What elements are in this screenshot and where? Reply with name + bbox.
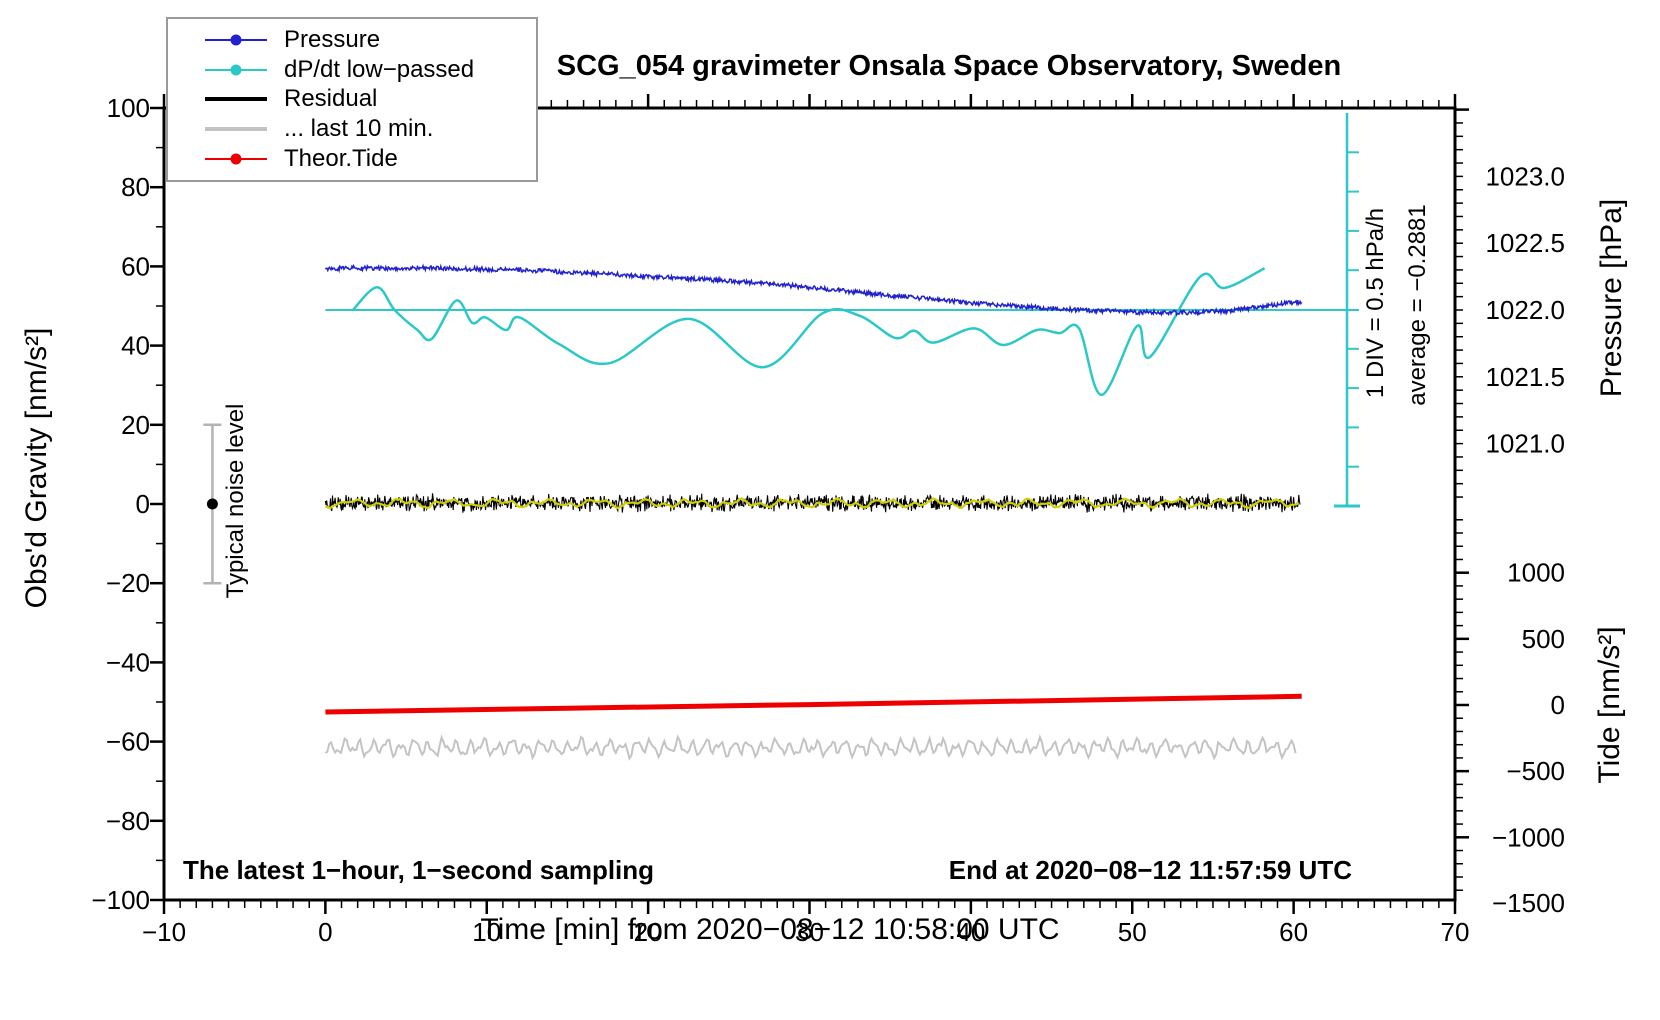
- gravity-tick-label: 80: [121, 172, 150, 202]
- legend-sample-pressure-icon: [205, 34, 267, 46]
- legend-label: ... last 10 min.: [284, 115, 434, 143]
- legend-sample-dpdt-icon: [205, 64, 267, 76]
- end-time-note: End at 2020−08−12 11:57:59 UTC: [948, 855, 1352, 885]
- series: [324, 263, 1303, 761]
- legend-item-last10min: ... last 10 min.: [204, 115, 536, 143]
- series-residual-line: [324, 493, 1301, 513]
- time-tick-label: 50: [1118, 917, 1147, 947]
- pressure-tick-label: 1023.0: [1485, 161, 1565, 191]
- time-tick-label: 30: [795, 917, 824, 947]
- gravity-tick-label: −40: [106, 647, 150, 677]
- tide-axis-ticks: [1455, 519, 1469, 891]
- tide-tick-label: −500: [1506, 756, 1565, 786]
- sampling-note: The latest 1−hour, 1−second sampling: [183, 855, 655, 885]
- gravity-tick-label: −100: [91, 885, 150, 915]
- time-tick-label: 60: [1279, 917, 1308, 947]
- legend-label: Pressure: [284, 25, 381, 53]
- div-scale-annotation: 1 DIV = 0.5 hPa/h: [1362, 207, 1389, 399]
- time-tick-label: 20: [634, 917, 663, 947]
- legend-item-pressure: Pressure: [204, 26, 536, 54]
- noise-level-bar: [203, 423, 222, 585]
- time-tick-label: 70: [1441, 917, 1470, 947]
- tide-axis-label: Tide [nm/s²]: [1593, 626, 1626, 784]
- gravity-tick-label: 0: [136, 489, 150, 519]
- legend-sample-last10min-icon: [205, 127, 267, 132]
- series-pressure-line: [324, 263, 1303, 317]
- gravity-tick-label: −60: [106, 727, 150, 757]
- legend-label: Theor.Tide: [284, 145, 398, 173]
- tide-tick-label: −1000: [1492, 822, 1565, 852]
- legend-item-theortide: Theor.Tide: [204, 145, 536, 173]
- gravity-axis-label: Obs'd Gravity [nm/s²]: [20, 327, 53, 609]
- legend-item-residual: Residual: [204, 85, 536, 113]
- gravity-tick-label: 60: [121, 251, 150, 281]
- noise-level-annotation: Typical noise level: [222, 403, 249, 599]
- series-last10min-line: [324, 734, 1297, 761]
- gravity-tick-label: 40: [121, 331, 150, 361]
- legend-label: dP/dt low−passed: [284, 55, 475, 83]
- gravity-tick-label: −80: [106, 806, 150, 836]
- gravity-tick-label: −20: [106, 568, 150, 598]
- series-residual-smooth-line: [325, 497, 1299, 510]
- time-tick-label: −10: [142, 917, 186, 947]
- tide-tick-label: −1500: [1492, 888, 1565, 918]
- pressure-tick-label: 1022.0: [1485, 295, 1565, 325]
- legend-sample-theortide-icon: [205, 153, 267, 165]
- pressure-axis-ticks: [1455, 108, 1469, 498]
- time-tick-label: 10: [472, 917, 501, 947]
- legend: Pressure dP/dt low−passed Residual ... l…: [166, 17, 538, 182]
- series-dpdt-line: [351, 267, 1266, 397]
- gravity-axis-ticks: [150, 106, 164, 902]
- chart-title: SCG_054 gravimeter Onsala Space Observat…: [556, 50, 1342, 82]
- time-tick-label: 0: [318, 917, 332, 947]
- tide-tick-label: 0: [1551, 690, 1565, 720]
- gravity-tick-label: 100: [107, 93, 150, 123]
- series-theortide-line: [325, 693, 1302, 715]
- tide-tick-label: 1000: [1507, 558, 1565, 588]
- pressure-tick-label: 1021.5: [1485, 362, 1565, 392]
- legend-item-dpdt: dP/dt low−passed: [204, 56, 536, 84]
- tide-tick-label: 500: [1522, 624, 1565, 654]
- gravity-tick-label: 20: [121, 410, 150, 440]
- average-annotation: average = −0.2881: [1404, 204, 1431, 406]
- time-tick-label: 40: [956, 917, 985, 947]
- x-axis-label: Time [min] from 2020−08−12 10:58:00 UTC: [480, 913, 1060, 946]
- legend-label: Residual: [284, 85, 378, 113]
- pressure-tick-label: 1021.0: [1485, 429, 1565, 459]
- pressure-tick-label: 1022.5: [1485, 228, 1565, 258]
- legend-sample-residual-icon: [205, 97, 267, 102]
